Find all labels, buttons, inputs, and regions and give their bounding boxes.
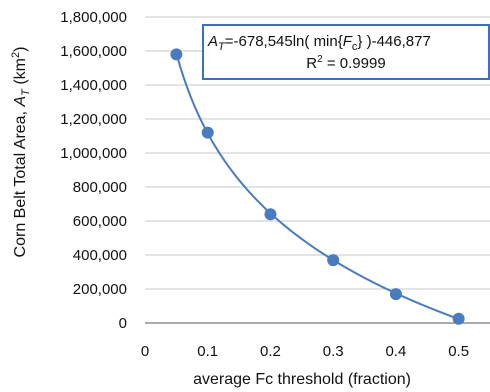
- equation-lhs-sub: T: [218, 41, 226, 53]
- x-tick-label: 0: [141, 343, 149, 360]
- y-tick-label: 800,000: [73, 179, 127, 196]
- data-point: [327, 254, 340, 267]
- r-squared-line: R2 = 0.9999: [306, 54, 385, 72]
- equation-lhs-symbol: A: [207, 33, 218, 50]
- y-axis-title-symbol: A: [12, 96, 29, 108]
- y-tick-label: 400,000: [73, 247, 127, 264]
- y-tick-label: 0: [119, 315, 127, 332]
- r-squared-sup: 2: [317, 54, 323, 65]
- trendline: [175, 53, 459, 320]
- y-axis-title: Corn Belt Total Area, AT (km2): [10, 47, 32, 258]
- data-point: [389, 288, 402, 301]
- data-point: [264, 208, 277, 221]
- y-tick-label: 600,000: [73, 213, 127, 230]
- y-tick-label: 1,800,000: [60, 9, 127, 26]
- x-tick-label: 0.4: [385, 343, 406, 360]
- x-tick-label: 0.3: [323, 343, 344, 360]
- y-tick-label: 1,600,000: [60, 43, 127, 60]
- y-axis-title-sub: T: [20, 88, 32, 96]
- x-tick-label: 0.2: [260, 343, 281, 360]
- y-axis-title-prefix: Corn Belt Total Area,: [12, 107, 29, 258]
- y-tick-label: 1,200,000: [60, 111, 127, 128]
- x-tick-label: 0.5: [448, 343, 469, 360]
- equation-rhs-symbol: F: [343, 33, 353, 50]
- equation-box-border: [202, 24, 490, 80]
- y-axis-title-unit-sup: 2: [10, 52, 22, 58]
- data-points: [170, 48, 465, 325]
- equation-line: AT=-678,545ln( min{Fc} )-446,877: [207, 33, 431, 53]
- data-point: [170, 48, 183, 61]
- x-axis-title: average Fc threshold (fraction): [193, 371, 411, 388]
- gridlines: [145, 16, 490, 290]
- y-axis-title-unit-close: ): [12, 47, 29, 52]
- equation-box: AT=-678,545ln( min{Fc} )-446,877 R2 = 0.…: [202, 24, 490, 80]
- x-tick-labels: 0 0.1 0.2 0.3 0.4 0.5: [141, 343, 469, 360]
- equation-rhs-part1: =-678,545ln( min{: [225, 33, 343, 50]
- data-point: [201, 126, 214, 139]
- equation-rhs-part2: } )-446,877: [357, 33, 430, 50]
- y-tick-labels: 0 200,000 400,000 600,000 800,000 1,000,000 1,…: [60, 9, 127, 332]
- x-tick-label: 0.1: [197, 343, 218, 360]
- data-point: [452, 312, 465, 325]
- y-tick-label: 1,400,000: [60, 77, 127, 94]
- r-squared-value: = 0.9999: [323, 55, 386, 72]
- y-axis-title-unit-open: (km: [12, 58, 29, 89]
- equation-rhs-sub: c: [352, 41, 358, 53]
- y-tick-label: 1,000,000: [60, 145, 127, 162]
- y-tick-label: 200,000: [73, 281, 127, 298]
- r-squared-label: R: [306, 55, 317, 72]
